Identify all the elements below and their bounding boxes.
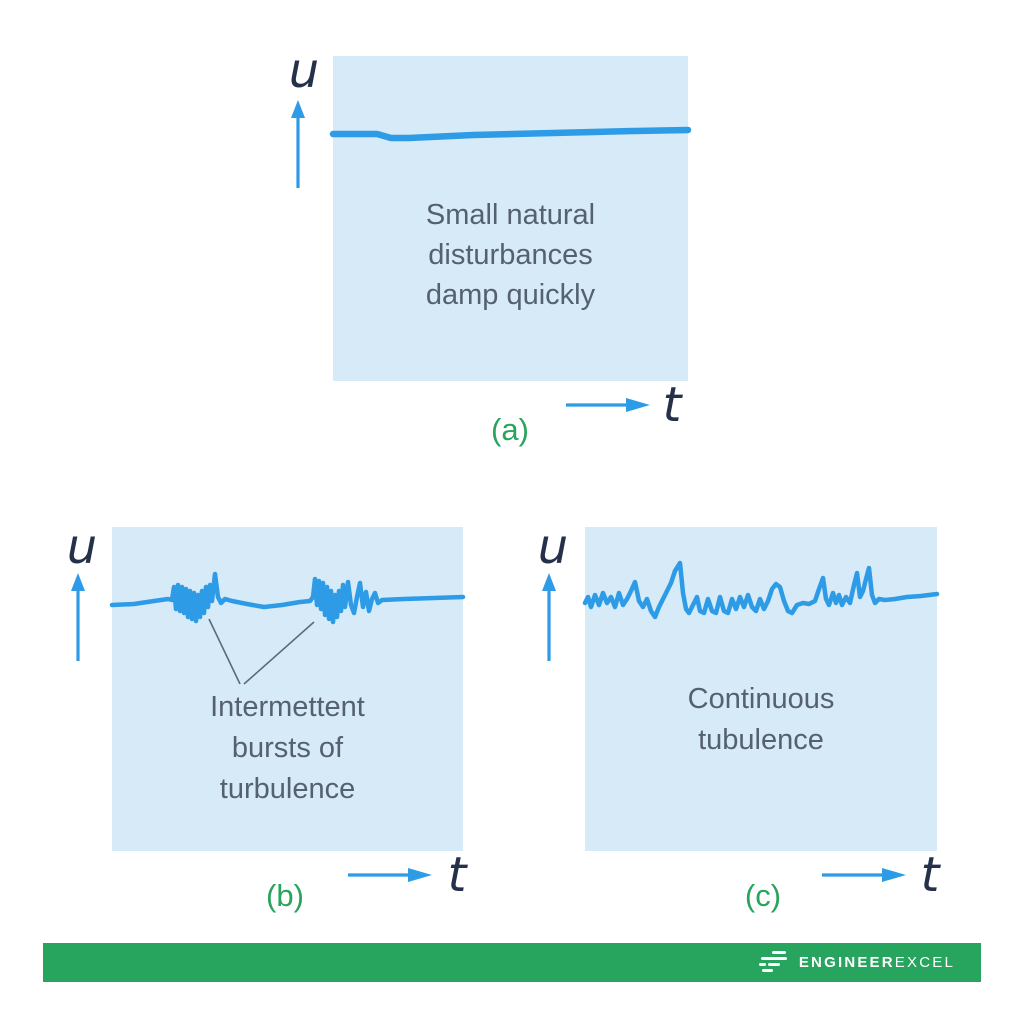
footer-banner: ENGINEEREXCEL [43, 943, 981, 982]
panel-a-plot-area: Small natural disturbances damp quickly [329, 56, 692, 381]
caption-line: Small natural [425, 199, 596, 231]
right-arrow-icon [566, 398, 650, 412]
panel-b-letter: (b) [266, 878, 304, 913]
panel-b-x-axis-label: t [447, 847, 467, 903]
caption-line: turbulence [219, 773, 356, 805]
panel-a-letter: (a) [491, 412, 529, 447]
caption-line: bursts of [231, 732, 344, 764]
caption-line: Intermettent [210, 691, 365, 723]
panel-b-waveform-svg [109, 571, 466, 685]
panel-a-waveform-svg [329, 126, 692, 142]
caption-line: damp quickly [425, 279, 596, 311]
caption-line: Continuous [687, 683, 835, 715]
laminar-waveform [329, 126, 692, 142]
up-arrow-icon [542, 573, 556, 661]
right-arrow-icon [822, 868, 906, 882]
engineerexcel-dashes-logo-icon [758, 950, 787, 972]
panel-c-y-axis-label: u [537, 519, 569, 575]
callout-line [243, 621, 315, 685]
panel-c-plot-area: Continuous tubulence [582, 527, 940, 851]
panel-a-y-axis-label: u [288, 43, 320, 99]
panel-c-letter: (c) [744, 878, 782, 913]
panel-a-caption: Small natural disturbances damp quickly [333, 195, 688, 315]
intermittent-bursts-waveform [109, 571, 466, 625]
panel-b-caption: Intermettent bursts of turbulence [112, 687, 463, 810]
panel-c-caption: Continuous tubulence [585, 679, 937, 761]
up-arrow-icon [71, 573, 85, 661]
panel-a-x-axis-label: t [662, 377, 682, 433]
brand-wordmark: ENGINEEREXCEL [799, 954, 955, 971]
caption-line: tubulence [698, 724, 824, 756]
right-arrow-icon [348, 868, 432, 882]
continuous-turbulence-waveform [582, 560, 940, 620]
panel-c-x-axis-label: t [920, 847, 940, 903]
panel-b-y-axis-label: u [66, 519, 98, 575]
caption-line: disturbances [428, 239, 593, 271]
brand-engineer: ENGINEER [798, 954, 895, 971]
panel-b-plot-area: Intermettent bursts of turbulence [109, 527, 466, 851]
brand-excel: EXCEL [894, 954, 955, 971]
panel-c-waveform-svg [582, 560, 940, 620]
callout-line [208, 618, 241, 685]
up-arrow-icon [291, 100, 305, 188]
